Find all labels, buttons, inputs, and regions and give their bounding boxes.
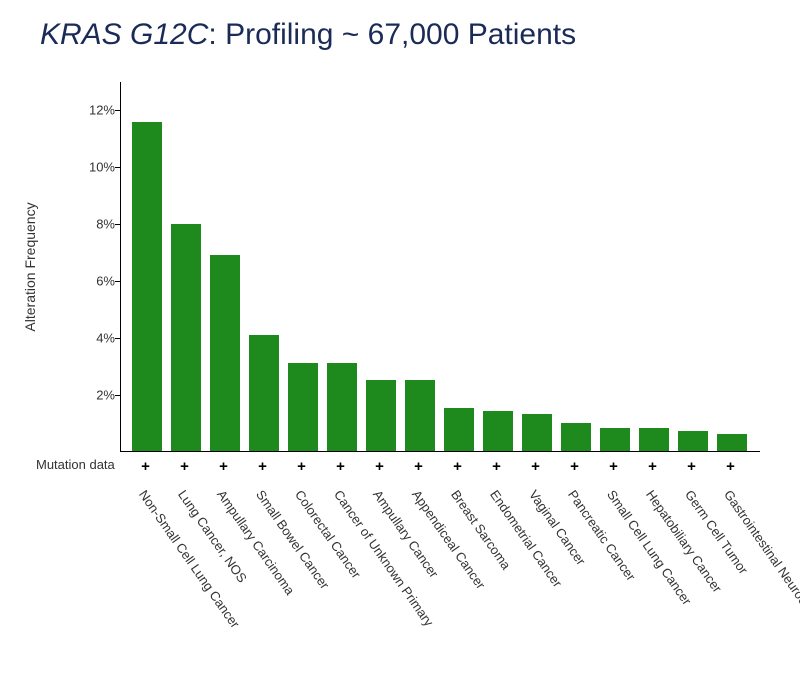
x-label: Appendiceal Cancer bbox=[409, 487, 488, 592]
bar-slot bbox=[166, 82, 205, 451]
bars-container bbox=[121, 82, 760, 451]
y-tick-label: 4% bbox=[85, 331, 115, 346]
bar-slot bbox=[244, 82, 283, 451]
bar-slot bbox=[634, 82, 673, 451]
x-label: Small Bowel Cancer bbox=[253, 487, 332, 591]
mutation-marker: + bbox=[399, 458, 438, 475]
bar bbox=[444, 408, 474, 451]
plot-region bbox=[120, 82, 760, 452]
y-axis-label: Alteration Frequency bbox=[22, 202, 38, 331]
mutation-marker: + bbox=[165, 458, 204, 475]
y-tick-label: 8% bbox=[85, 217, 115, 232]
bar-slot bbox=[556, 82, 595, 451]
bar-slot bbox=[439, 82, 478, 451]
bar-slot bbox=[517, 82, 556, 451]
bar bbox=[600, 428, 630, 451]
bar bbox=[522, 414, 552, 451]
chart-area: Alteration Frequency 2% 4% 6% 8% 10% 12% Muta… bbox=[0, 62, 800, 682]
title-italic: KRAS G12C bbox=[40, 18, 208, 51]
mutation-marker: + bbox=[321, 458, 360, 475]
mutation-marker: + bbox=[360, 458, 399, 475]
bar bbox=[678, 431, 708, 451]
bar bbox=[327, 363, 357, 451]
bar bbox=[132, 122, 162, 451]
bar-slot bbox=[283, 82, 322, 451]
x-label: Endometrial Cancer bbox=[487, 487, 565, 590]
mutation-row-label: Mutation data bbox=[36, 457, 115, 472]
y-tick-label: 6% bbox=[85, 274, 115, 289]
bar-slot bbox=[595, 82, 634, 451]
bar bbox=[405, 380, 435, 451]
mutation-marker: + bbox=[204, 458, 243, 475]
bar bbox=[483, 411, 513, 451]
bar bbox=[366, 380, 396, 451]
mutation-marker: + bbox=[594, 458, 633, 475]
bar bbox=[171, 224, 201, 451]
mutation-marker: + bbox=[282, 458, 321, 475]
mutation-marker: + bbox=[477, 458, 516, 475]
bar bbox=[561, 423, 591, 451]
y-tick-label: 12% bbox=[85, 103, 115, 118]
mutation-row: ++++++++++++++++ bbox=[120, 458, 760, 475]
title-rest: : Profiling ~ 67,000 Patients bbox=[208, 18, 576, 51]
mutation-marker: + bbox=[633, 458, 672, 475]
bar bbox=[210, 255, 240, 451]
bar-slot bbox=[400, 82, 439, 451]
page-title: KRAS G12C: Profiling ~ 67,000 Patients bbox=[0, 0, 800, 62]
bar-slot bbox=[127, 82, 166, 451]
bar bbox=[639, 428, 669, 451]
mutation-marker: + bbox=[438, 458, 477, 475]
mutation-marker: + bbox=[711, 458, 750, 475]
bar bbox=[249, 335, 279, 451]
bar-slot bbox=[712, 82, 751, 451]
bar-slot bbox=[205, 82, 244, 451]
y-tick-label: 10% bbox=[85, 160, 115, 175]
mutation-marker: + bbox=[516, 458, 555, 475]
mutation-marker: + bbox=[243, 458, 282, 475]
bar bbox=[288, 363, 318, 451]
x-label: Lung Cancer, NOS bbox=[175, 487, 250, 585]
bar-slot bbox=[673, 82, 712, 451]
bar-slot bbox=[478, 82, 517, 451]
mutation-marker: + bbox=[126, 458, 165, 475]
bar-slot bbox=[322, 82, 361, 451]
y-tick-label: 2% bbox=[85, 388, 115, 403]
mutation-marker: + bbox=[555, 458, 594, 475]
bar-slot bbox=[361, 82, 400, 451]
bar bbox=[717, 434, 747, 451]
mutation-marker: + bbox=[672, 458, 711, 475]
